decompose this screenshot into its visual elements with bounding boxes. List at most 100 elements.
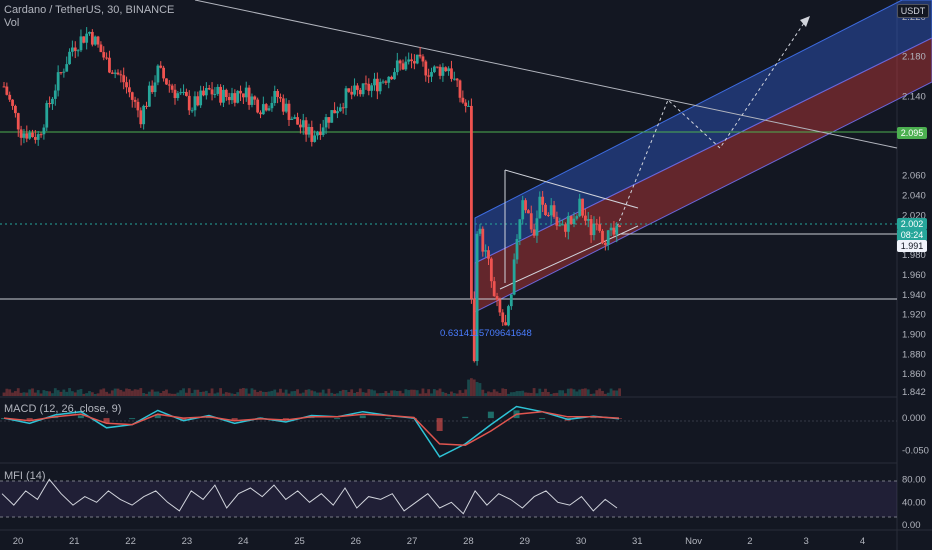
- macd-legend[interactable]: MACD (12, 26, close, 9): [4, 403, 127, 415]
- candle-body: [390, 76, 393, 80]
- time-tick-label: 28: [463, 536, 474, 547]
- mfi-tick-label: 0.00: [902, 520, 921, 531]
- volume-label: Vol: [4, 17, 20, 29]
- candle-body: [290, 118, 294, 120]
- candle-body: [239, 90, 242, 94]
- macd-axis[interactable]: 0.000 -0.050: [902, 413, 929, 456]
- volume-bar: [561, 390, 564, 396]
- candle-body: [165, 78, 168, 85]
- candle-body: [204, 88, 208, 96]
- candle-body: [609, 227, 613, 231]
- candle-body: [145, 105, 148, 107]
- candle-body: [458, 80, 462, 98]
- time-tick-label: 4: [860, 536, 865, 547]
- volume-bar: [42, 390, 46, 396]
- candle-body: [310, 126, 314, 142]
- candle-body: [461, 97, 465, 103]
- volume-bar: [492, 389, 496, 396]
- candle-body: [452, 78, 456, 80]
- projection-path[interactable]: [614, 19, 807, 233]
- candle-body: [430, 72, 433, 77]
- macd-line: [3, 405, 620, 458]
- candle-body: [16, 113, 20, 130]
- candle-body: [373, 78, 376, 86]
- triangle-lower-line[interactable]: [499, 225, 639, 290]
- candle-body: [185, 91, 188, 96]
- candle-body: [139, 110, 143, 125]
- volume-bar: [341, 389, 345, 396]
- candle-body: [42, 127, 46, 135]
- volume-bar: [478, 383, 482, 396]
- candle-body: [176, 93, 180, 99]
- volume-bar: [276, 392, 279, 396]
- candle-body: [615, 225, 619, 235]
- candle-body: [515, 238, 519, 260]
- volume-bar: [227, 392, 231, 396]
- signal-line: [3, 410, 620, 446]
- candle-body: [2, 86, 6, 88]
- volume-bar: [267, 391, 271, 396]
- currency-button[interactable]: USDT: [897, 4, 929, 18]
- candle-body: [59, 72, 63, 74]
- candle-body: [259, 112, 262, 115]
- volume-bar: [415, 390, 419, 396]
- candle-body: [504, 322, 507, 326]
- volume-bar: [130, 390, 134, 396]
- candle-body: [233, 93, 237, 103]
- candle-body: [128, 87, 131, 93]
- candle-body: [418, 54, 422, 57]
- volume-bar: [387, 392, 391, 396]
- candle-body: [381, 81, 385, 83]
- triangle-upper-line[interactable]: [504, 169, 639, 209]
- volume-bar: [90, 392, 94, 396]
- volume-bar: [233, 393, 237, 396]
- candle-body: [65, 64, 69, 72]
- candle-body: [316, 131, 319, 136]
- volume-bar: [586, 389, 590, 396]
- volume-bar: [344, 390, 348, 396]
- volume-bar: [36, 390, 40, 396]
- candle-body: [524, 200, 527, 211]
- symbol-legend[interactable]: Cardano / TetherUS, 30, BINANCE: [4, 4, 180, 16]
- candle-body: [96, 36, 100, 45]
- volume-bar: [484, 393, 488, 396]
- candle-body: [136, 101, 140, 111]
- candle-body: [224, 89, 228, 97]
- candle-body: [527, 210, 530, 214]
- volume-bar: [467, 379, 470, 396]
- volume-bar: [430, 393, 433, 396]
- candle-body: [344, 88, 348, 109]
- candle-body: [307, 126, 311, 135]
- volume-bar: [441, 391, 445, 396]
- candle-body: [287, 103, 291, 120]
- candle-body: [256, 99, 260, 113]
- macd-histogram-bar: [487, 411, 494, 419]
- candle-body: [250, 96, 254, 105]
- mfi-legend[interactable]: MFI (14): [4, 470, 52, 482]
- candle-body: [529, 213, 533, 230]
- volume-legend[interactable]: Vol: [4, 17, 25, 29]
- volume-bar: [552, 393, 556, 396]
- time-tick-label: 27: [407, 536, 418, 547]
- mfi-line: [1, 478, 618, 515]
- time-axis[interactable]: 20 21 22 23 24 25 26 27 28 29 30 31 Nov 2 3 4: [13, 536, 865, 547]
- price-tick-label: 2.040: [902, 191, 926, 202]
- candle-body: [236, 90, 240, 103]
- volume-bar: [555, 392, 559, 396]
- volume-bar: [515, 391, 519, 396]
- volume-bar: [524, 392, 527, 396]
- volume-bar: [179, 390, 183, 396]
- projection-arrow-icon: [800, 16, 810, 27]
- price-candles: [2, 27, 621, 366]
- candle-body: [28, 132, 32, 139]
- candle-body: [321, 127, 325, 135]
- candle-body: [549, 205, 553, 216]
- mfi-axis[interactable]: 80.00 40.00 0.00: [902, 474, 926, 531]
- descending-trendline[interactable]: [194, 0, 898, 149]
- candle-body: [173, 89, 177, 99]
- candle-body: [521, 200, 525, 220]
- candle-body: [356, 85, 359, 90]
- volume-bar: [324, 393, 328, 396]
